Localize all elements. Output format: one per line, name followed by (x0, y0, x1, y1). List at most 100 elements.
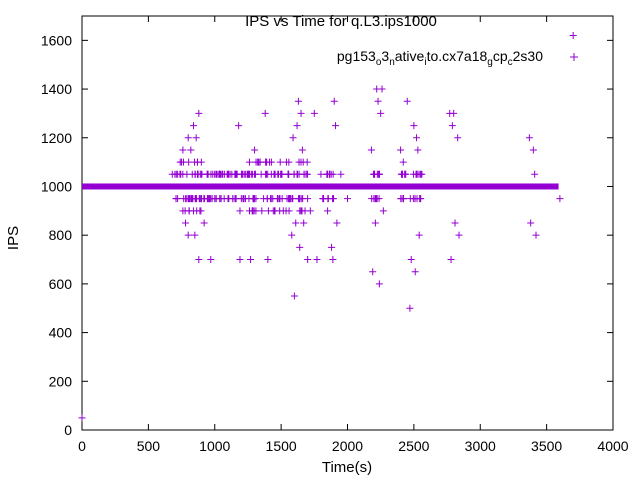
data-point (450, 109, 458, 117)
data-point (328, 243, 336, 251)
data-point (454, 134, 462, 142)
data-point (196, 207, 204, 215)
data-point (267, 195, 275, 203)
data-point (556, 195, 564, 203)
data-point (179, 146, 187, 154)
data-point (379, 207, 387, 215)
data-point (183, 170, 191, 178)
data-point (403, 97, 411, 105)
x-tick-label: 2000 (332, 438, 363, 454)
y-tick-label: 1200 (41, 130, 72, 146)
data-point (532, 231, 540, 239)
data-point (367, 146, 375, 154)
data-point (298, 146, 306, 154)
data-point (282, 158, 290, 166)
chart-title: IPS vs Time for q.L3.ips1000 (245, 13, 437, 30)
x-axis: 0 500 1000 1500 2000 2500 3000 3500 4000 (78, 16, 629, 454)
data-point (236, 256, 244, 264)
data-point (295, 195, 303, 203)
data-point (372, 195, 380, 203)
data-point (317, 170, 325, 178)
data-point (413, 134, 421, 142)
data-point (285, 207, 293, 215)
data-point (407, 256, 415, 264)
data-point (370, 170, 378, 178)
data-point (204, 170, 212, 178)
legend-marker (570, 53, 578, 61)
data-point (326, 170, 334, 178)
data-point (276, 195, 284, 203)
data-point (313, 256, 321, 264)
data-point (369, 268, 377, 276)
data-point (294, 97, 302, 105)
data-point (224, 170, 232, 178)
data-point (377, 109, 385, 117)
y-tick-label: 0 (64, 422, 72, 438)
x-tick-label: 4000 (597, 438, 628, 454)
data-point (184, 231, 192, 239)
data-point (258, 207, 266, 215)
data-point (245, 158, 253, 166)
x-tick-label: 1000 (199, 438, 230, 454)
x-tick-label: 500 (137, 438, 161, 454)
data-point (293, 122, 301, 130)
data-point (306, 207, 314, 215)
data-point (293, 170, 301, 178)
data-point (296, 243, 304, 251)
data-point (193, 158, 201, 166)
data-point (399, 158, 407, 166)
data-point (263, 158, 271, 166)
data-point (211, 195, 219, 203)
data-point (324, 195, 332, 203)
data-point (410, 122, 418, 130)
data-points (78, 31, 577, 422)
data-point (192, 134, 200, 142)
data-point (174, 195, 182, 203)
data-point (330, 97, 338, 105)
data-point (288, 231, 296, 239)
data-point (236, 207, 244, 215)
data-point (451, 219, 459, 227)
data-point (187, 195, 195, 203)
x-tick-label: 2500 (398, 438, 429, 454)
data-point (409, 170, 417, 178)
x-tick-label: 0 (78, 438, 86, 454)
baseline-band (82, 183, 559, 190)
data-point (415, 231, 423, 239)
data-point (190, 207, 198, 215)
data-point (247, 256, 255, 264)
y-tick-label: 800 (49, 227, 73, 243)
data-point (329, 256, 337, 264)
data-point (277, 170, 285, 178)
data-point (176, 158, 184, 166)
y-axis: 0 200 400 600 800 1000 1200 1400 1600 (41, 32, 613, 438)
data-point (531, 170, 539, 178)
data-point (304, 256, 312, 264)
data-point (225, 195, 233, 203)
data-point (292, 219, 300, 227)
data-point (276, 158, 284, 166)
data-point (197, 195, 205, 203)
data-point (263, 170, 271, 178)
data-point (297, 207, 305, 215)
y-axis-title: IPS (5, 226, 22, 250)
data-point (78, 414, 86, 422)
data-point (191, 231, 199, 239)
data-point (300, 219, 308, 227)
y-tick-label: 1400 (41, 81, 72, 97)
data-point (191, 170, 199, 178)
data-point (304, 195, 312, 203)
data-point (324, 207, 332, 215)
y-tick-label: 400 (49, 325, 73, 341)
data-point (217, 170, 225, 178)
data-point (397, 146, 405, 154)
y-tick-label: 1600 (41, 32, 72, 48)
data-point (187, 146, 195, 154)
data-point (264, 256, 272, 264)
data-point (235, 122, 243, 130)
data-point (344, 195, 351, 203)
x-tick-label: 1500 (266, 438, 297, 454)
data-point (418, 170, 426, 178)
data-point (399, 195, 407, 203)
